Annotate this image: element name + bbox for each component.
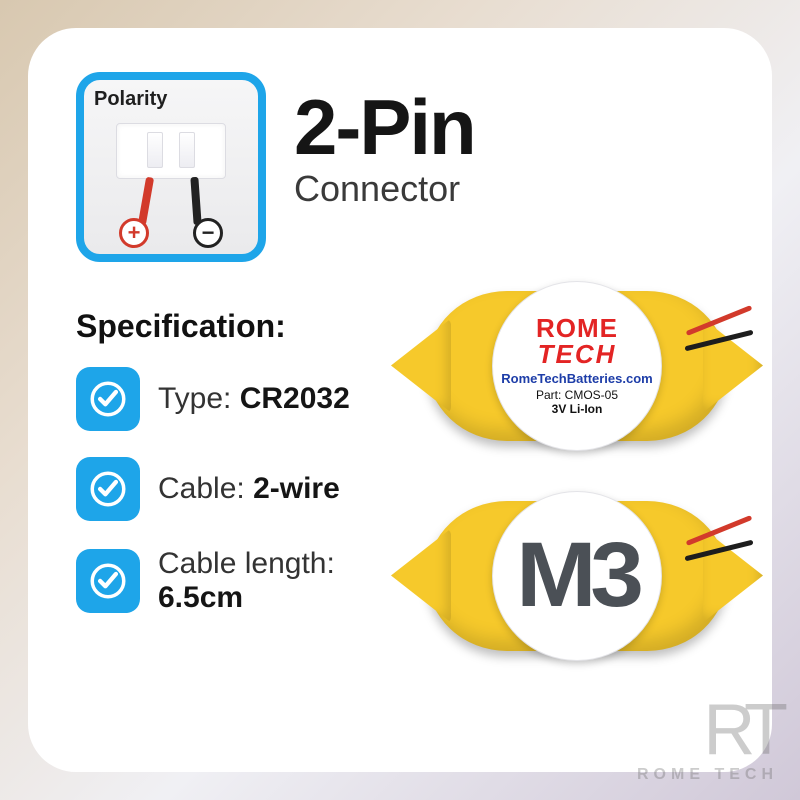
polarity-label: Polarity	[94, 88, 248, 111]
battery-label-front: ROME TECH RomeTechBatteries.com Part: CM…	[492, 281, 662, 451]
connector-pin	[179, 132, 195, 168]
spec-label: Cable length:	[158, 547, 335, 580]
plus-icon: +	[119, 218, 149, 248]
battery-label-back: M3	[492, 491, 662, 661]
connector-body	[116, 123, 226, 179]
wire-leads	[684, 518, 744, 608]
connector-pin	[147, 132, 163, 168]
top-row: Polarity + − 2-Pin Connector	[76, 72, 724, 262]
brand-voltage: 3V Li-Ion	[552, 402, 603, 416]
back-logo: M3	[516, 523, 638, 628]
battery-back: M3	[422, 488, 732, 663]
spec-label: Cable:	[158, 472, 253, 505]
title-block: 2-Pin Connector	[294, 72, 475, 210]
watermark: RT ROME TECH	[637, 702, 778, 784]
spec-value: 2-wire	[253, 472, 340, 505]
title-main: 2-Pin	[294, 90, 475, 164]
wire-leads	[684, 308, 744, 398]
brand-part: Part: CMOS-05	[536, 388, 618, 402]
spec-text: Cable length: 6.5cm	[158, 547, 335, 615]
check-icon	[76, 457, 140, 521]
brand-url: RomeTechBatteries.com	[501, 371, 652, 386]
watermark-text: ROME TECH	[637, 766, 778, 784]
watermark-logo: RT	[637, 702, 778, 760]
title-sub: Connector	[294, 168, 475, 210]
spec-label: Type:	[158, 382, 240, 415]
battery-front: ROME TECH RomeTechBatteries.com Part: CM…	[422, 278, 732, 453]
spec-text: Cable: 2-wire	[158, 472, 340, 506]
spec-value: CR2032	[240, 382, 350, 415]
brand-line2: TECH	[538, 341, 617, 367]
check-icon	[76, 367, 140, 431]
spec-value: 6.5cm	[158, 581, 243, 614]
polarity-symbols: + −	[84, 218, 258, 248]
brand-line1: ROME	[536, 315, 618, 341]
product-card: Polarity + − 2-Pin Connector Specificati…	[28, 28, 772, 772]
spec-text: Type: CR2032	[158, 382, 350, 416]
connector-graphic	[94, 115, 248, 235]
check-icon	[76, 549, 140, 613]
polarity-box: Polarity + −	[76, 72, 266, 262]
minus-icon: −	[193, 218, 223, 248]
